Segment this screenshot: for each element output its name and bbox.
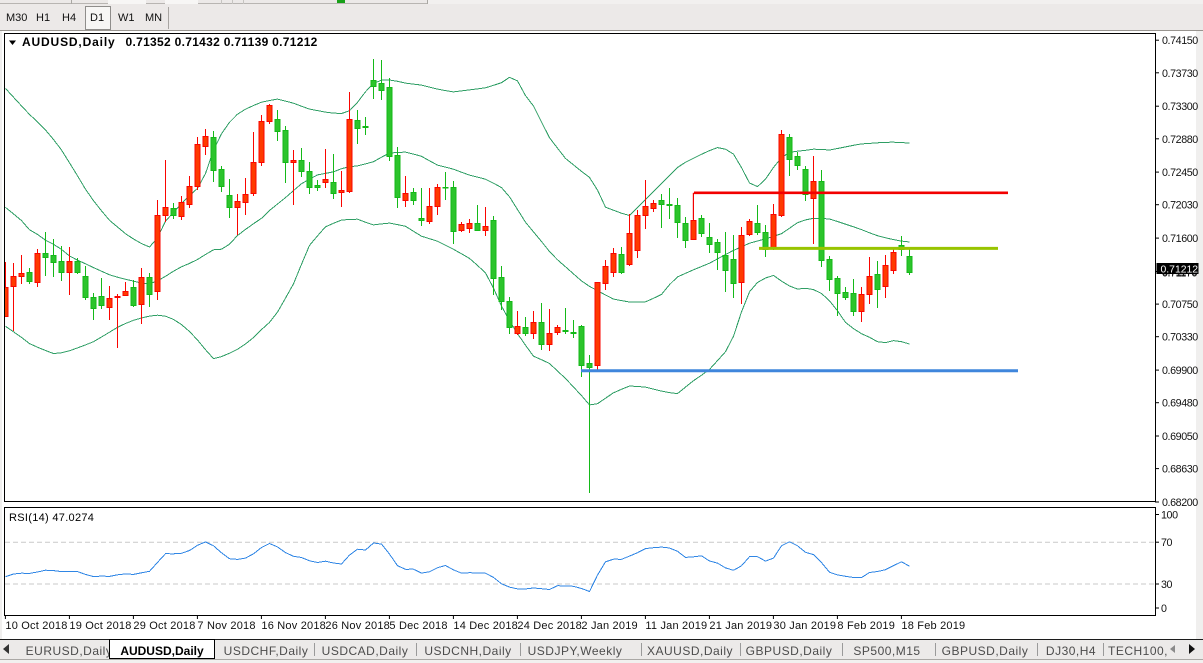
svg-text:0.71212: 0.71212 <box>1161 264 1199 275</box>
svg-text:7 Nov 2018: 7 Nov 2018 <box>197 620 255 632</box>
svg-text:0.69900: 0.69900 <box>1162 365 1198 377</box>
svg-text:0.71600: 0.71600 <box>1162 233 1198 245</box>
svg-text:0.68200: 0.68200 <box>1162 497 1198 509</box>
svg-text:29 Oct 2018: 29 Oct 2018 <box>133 620 195 632</box>
svg-text:16 Nov 2018: 16 Nov 2018 <box>261 620 326 632</box>
svg-text:18 Feb 2019: 18 Feb 2019 <box>901 620 965 632</box>
svg-text:0: 0 <box>1161 603 1167 615</box>
svg-text:8 Feb 2019: 8 Feb 2019 <box>837 620 895 632</box>
svg-text:0.69050: 0.69050 <box>1162 431 1198 443</box>
svg-text:0.69480: 0.69480 <box>1162 398 1198 410</box>
svg-text:30: 30 <box>1161 579 1173 591</box>
svg-text:0.70330: 0.70330 <box>1162 332 1198 344</box>
svg-text:100: 100 <box>1161 510 1178 522</box>
svg-text:2 Jan 2019: 2 Jan 2019 <box>581 620 637 632</box>
svg-text:0.73300: 0.73300 <box>1162 101 1198 113</box>
svg-text:0.72450: 0.72450 <box>1162 167 1198 179</box>
svg-text:0.74150: 0.74150 <box>1162 35 1198 47</box>
svg-text:5 Dec 2018: 5 Dec 2018 <box>389 620 447 632</box>
svg-text:RSI(14) 47.0274: RSI(14) 47.0274 <box>9 512 94 524</box>
svg-text:0.70750: 0.70750 <box>1162 299 1198 311</box>
svg-text:10 Oct 2018: 10 Oct 2018 <box>5 620 67 632</box>
svg-text:0.72880: 0.72880 <box>1162 134 1198 146</box>
svg-text:30 Jan 2019: 30 Jan 2019 <box>773 620 836 632</box>
svg-text:21 Jan 2019: 21 Jan 2019 <box>709 620 772 632</box>
svg-text:70: 70 <box>1161 537 1173 549</box>
svg-text:24 Dec 2018: 24 Dec 2018 <box>517 620 582 632</box>
svg-text:0.68630: 0.68630 <box>1162 464 1198 476</box>
svg-text:0.73730: 0.73730 <box>1162 68 1198 80</box>
svg-text:19 Oct 2018: 19 Oct 2018 <box>69 620 131 632</box>
svg-text:14 Dec 2018: 14 Dec 2018 <box>453 620 518 632</box>
svg-text:26 Nov 2018: 26 Nov 2018 <box>325 620 390 632</box>
svg-text:11 Jan 2019: 11 Jan 2019 <box>645 620 707 632</box>
svg-text:0.72030: 0.72030 <box>1162 200 1198 212</box>
